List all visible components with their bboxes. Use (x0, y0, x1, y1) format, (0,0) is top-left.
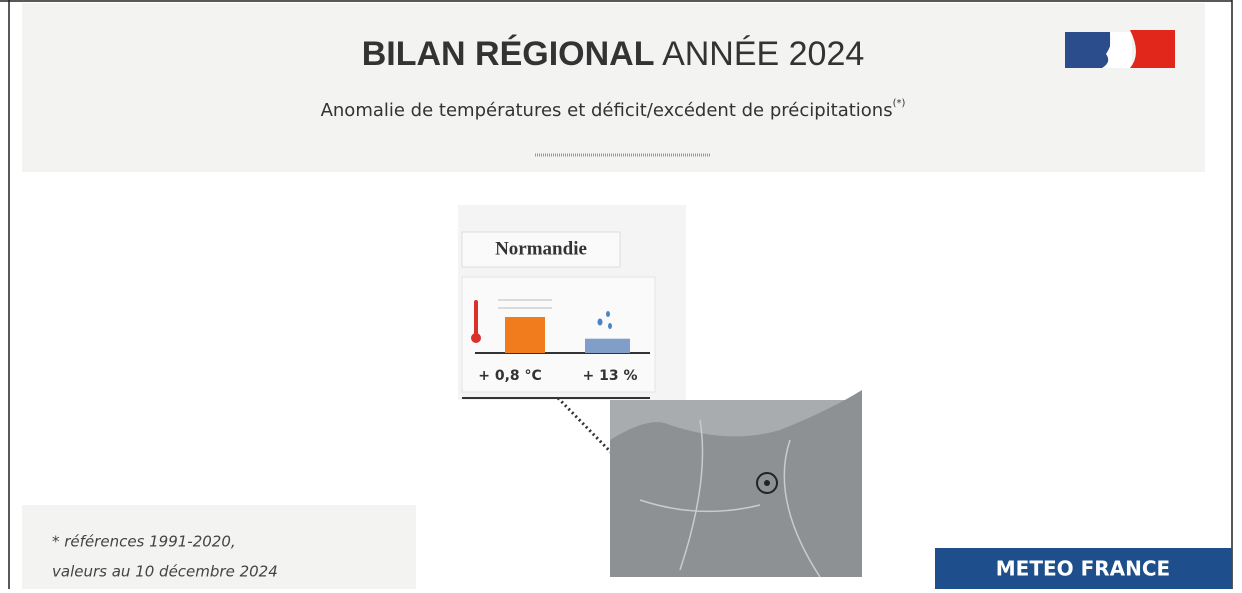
rain-icon (597, 311, 612, 329)
region-box (461, 231, 621, 268)
subtitle-text: Anomalie de températures et déficit/excé… (321, 100, 893, 121)
title-bold: BILAN RÉGIONAL (362, 35, 655, 73)
value-label: + 13 % (583, 368, 638, 384)
bar (505, 317, 545, 353)
title: BILAN RÉGIONAL ANNÉE 2024 (362, 35, 865, 73)
bars: + 0,8 °C + 13 % (478, 317, 638, 384)
logo-blue (1065, 32, 1110, 68)
region-name: Normandie (495, 238, 587, 259)
map-region (610, 390, 862, 577)
thermometer-icon (474, 300, 478, 336)
brand: METEO FRANCE (996, 557, 1170, 581)
brand-box (935, 548, 1232, 589)
footnote: * références 1991-2020, (52, 533, 236, 551)
map-marker (756, 472, 778, 494)
logo-red (1130, 30, 1175, 68)
map-dot (764, 480, 770, 486)
chart-box (461, 276, 656, 393)
subtitle: Anomalie de températures et déficit/excé… (321, 98, 906, 121)
subtitle-note: (*) (893, 98, 906, 109)
logo (1065, 30, 1175, 68)
footnote: valeurs au 10 décembre 2024 (52, 563, 278, 581)
header-band (22, 3, 1205, 172)
bar (585, 338, 630, 353)
title-rest: ANNÉE 2024 (662, 35, 864, 73)
logo-white (1102, 32, 1132, 68)
footnote-box (22, 505, 416, 589)
map-borders (639, 419, 821, 578)
value-label: + 0,8 °C (478, 368, 542, 384)
thermometer-bulb (471, 333, 481, 343)
